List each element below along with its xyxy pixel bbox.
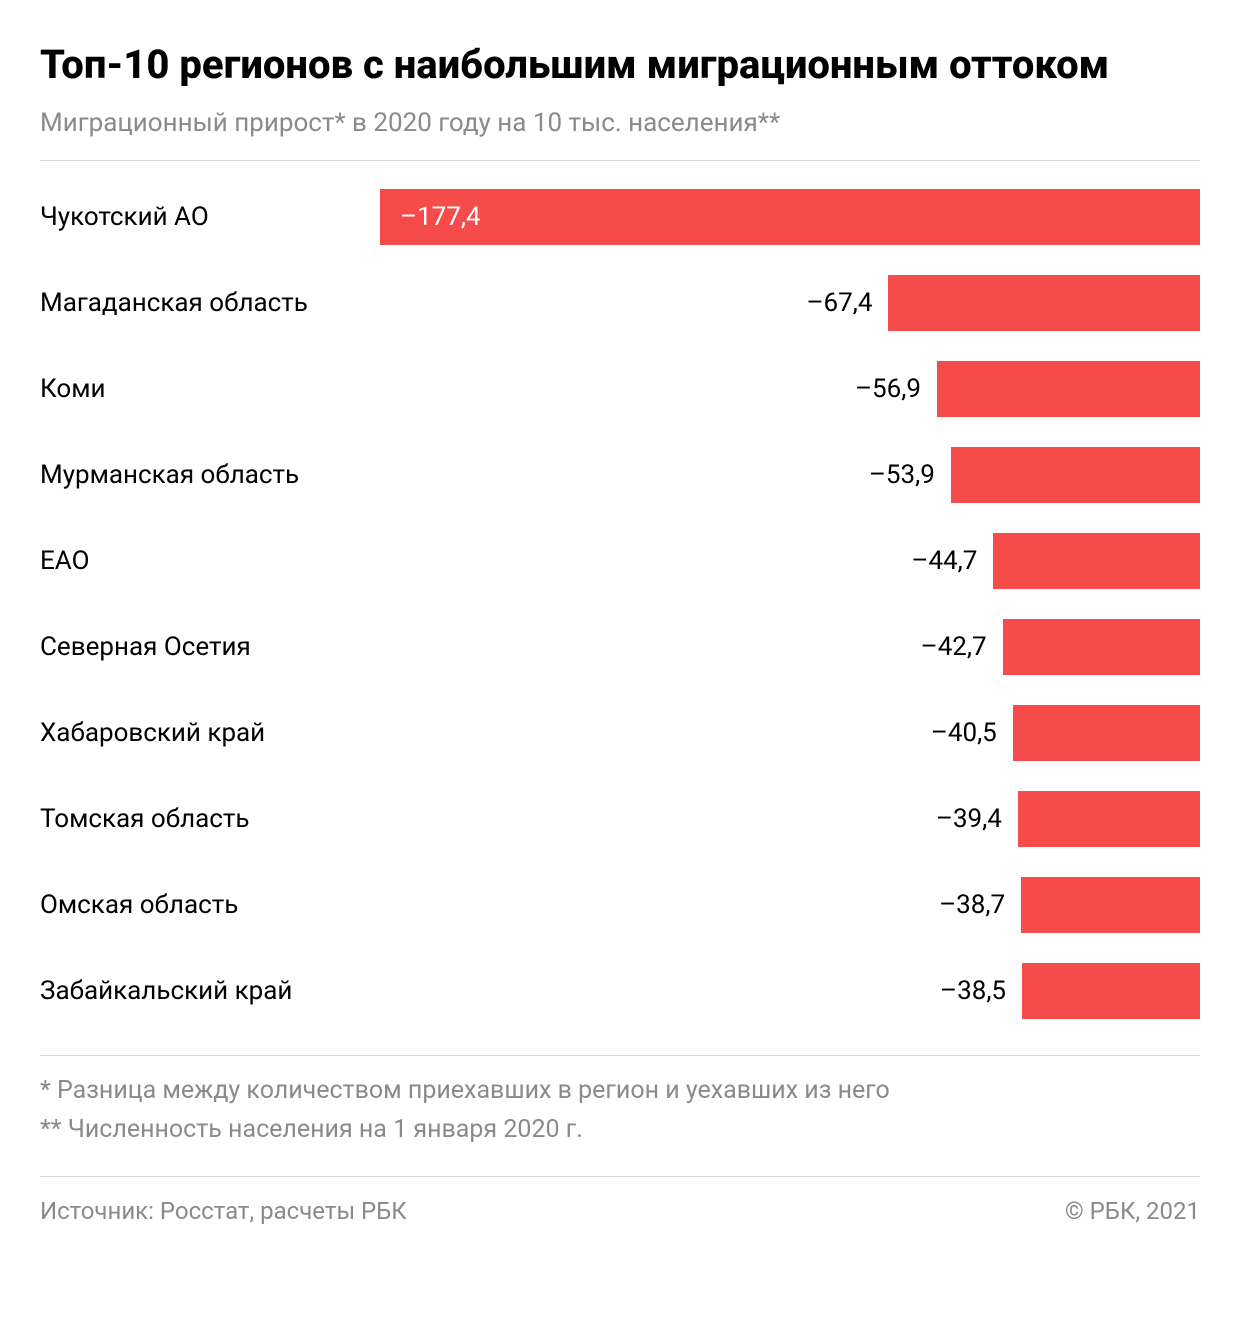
source-text: Источник: Росстат, расчеты РБК — [40, 1197, 407, 1225]
footnote-1: * Разница между количеством приехавших в… — [40, 1072, 1200, 1111]
value-label: –42,7 — [921, 632, 987, 662]
chart-row: Хабаровский край –40,5 — [40, 705, 1200, 761]
chart-row: Мурманская область –53,9 — [40, 447, 1200, 503]
bar — [951, 447, 1200, 503]
bar-area: –44,7 — [380, 533, 1200, 589]
bar-area: –39,4 — [380, 791, 1200, 847]
bar — [1021, 877, 1200, 933]
bar-area: –42,7 — [380, 619, 1200, 675]
value-label: –38,5 — [940, 976, 1006, 1006]
category-label: Томская область — [40, 804, 380, 834]
bar-chart: Чукотский АО –177,4 Магаданская область –67… — [40, 161, 1200, 1055]
bar — [888, 275, 1200, 331]
chart-title: Топ-10 регионов с наибольшим миграционны… — [40, 40, 1200, 90]
category-label: Северная Осетия — [40, 632, 380, 662]
bar — [1013, 705, 1200, 761]
chart-row: Чукотский АО –177,4 — [40, 189, 1200, 245]
chart-subtitle: Миграционный прирост* в 2020 году на 10 … — [40, 108, 1200, 138]
category-label: Магаданская область — [40, 288, 380, 318]
footnote-2: ** Численность населения на 1 января 202… — [40, 1111, 1200, 1150]
footnotes: * Разница между количеством приехавших в… — [40, 1056, 1200, 1176]
category-label: Хабаровский край — [40, 718, 380, 748]
category-label: ЕАО — [40, 546, 380, 576]
chart-row: Магаданская область –67,4 — [40, 275, 1200, 331]
bar — [1022, 963, 1200, 1019]
bar-area: –56,9 — [380, 361, 1200, 417]
bar — [1003, 619, 1200, 675]
bar — [993, 533, 1200, 589]
bar-area: –67,4 — [380, 275, 1200, 331]
bar — [937, 361, 1200, 417]
value-label: –67,4 — [806, 288, 872, 318]
value-label: –40,5 — [931, 718, 997, 748]
category-label: Коми — [40, 374, 380, 404]
category-label: Забайкальский край — [40, 976, 380, 1006]
chart-row: Коми –56,9 — [40, 361, 1200, 417]
value-label: –39,4 — [936, 804, 1002, 834]
copyright-text: © РБК, 2021 — [1065, 1197, 1200, 1225]
chart-container: Топ-10 регионов с наибольшим миграционны… — [0, 0, 1240, 1255]
value-label: –177,4 — [400, 202, 481, 232]
chart-row: Северная Осетия –42,7 — [40, 619, 1200, 675]
footer: Источник: Росстат, расчеты РБК © РБК, 20… — [40, 1177, 1200, 1225]
bar-area: –38,7 — [380, 877, 1200, 933]
category-label: Омская область — [40, 890, 380, 920]
category-label: Мурманская область — [40, 460, 380, 490]
value-label: –56,9 — [855, 374, 921, 404]
bar-area: –38,5 — [380, 963, 1200, 1019]
bar-area: –53,9 — [380, 447, 1200, 503]
value-label: –44,7 — [911, 546, 977, 576]
chart-row: ЕАО –44,7 — [40, 533, 1200, 589]
category-label: Чукотский АО — [40, 202, 380, 232]
value-label: –38,7 — [939, 890, 1005, 920]
bar-area: –40,5 — [380, 705, 1200, 761]
chart-row: Забайкальский край –38,5 — [40, 963, 1200, 1019]
bar — [1018, 791, 1200, 847]
chart-row: Томская область –39,4 — [40, 791, 1200, 847]
value-label: –53,9 — [869, 460, 935, 490]
chart-row: Омская область –38,7 — [40, 877, 1200, 933]
bar-area: –177,4 — [380, 189, 1200, 245]
bar — [380, 189, 1200, 245]
